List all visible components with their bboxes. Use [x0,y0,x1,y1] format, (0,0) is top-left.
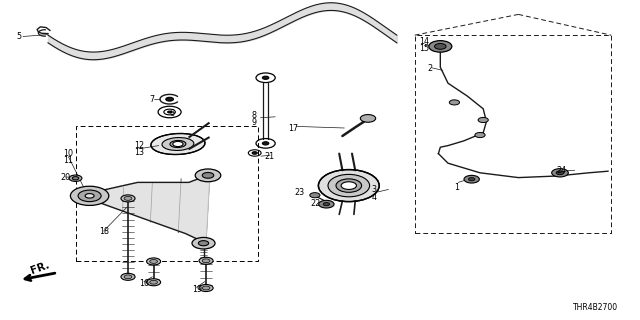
Circle shape [202,172,214,178]
Text: 5: 5 [16,32,21,41]
Circle shape [150,280,157,284]
Circle shape [70,186,109,205]
Circle shape [124,196,132,200]
Circle shape [121,195,135,202]
Text: 21: 21 [264,152,275,161]
Text: 18: 18 [99,228,109,236]
Circle shape [429,41,452,52]
Circle shape [198,241,209,246]
Circle shape [202,286,210,290]
Circle shape [199,284,213,292]
Ellipse shape [319,170,379,202]
Bar [76,126,258,261]
Ellipse shape [151,133,205,155]
Text: 16: 16 [140,279,150,288]
Circle shape [468,178,475,181]
Text: 19: 19 [192,285,202,294]
Ellipse shape [162,138,194,150]
Circle shape [147,279,161,286]
Ellipse shape [170,140,186,148]
Circle shape [435,44,446,49]
Text: 8: 8 [252,111,257,120]
Text: 11: 11 [63,156,73,165]
Circle shape [69,175,82,181]
Circle shape [475,132,485,138]
Circle shape [124,275,132,279]
Circle shape [323,203,330,206]
Text: 6: 6 [170,109,175,118]
Text: 12: 12 [134,141,145,150]
Text: 9: 9 [252,118,257,127]
Circle shape [449,100,460,105]
Circle shape [360,115,376,122]
Text: 14: 14 [419,37,429,46]
Circle shape [147,258,161,265]
Text: 22: 22 [310,199,321,208]
Circle shape [150,260,157,263]
Text: FR.: FR. [29,260,51,276]
Circle shape [556,171,564,175]
Text: 15: 15 [419,44,429,53]
Text: 1: 1 [454,183,460,192]
Circle shape [166,97,173,101]
Circle shape [78,190,101,202]
Circle shape [202,259,210,263]
Circle shape [195,169,221,182]
Text: 13: 13 [134,148,145,157]
Circle shape [319,200,334,208]
Circle shape [192,237,215,249]
Text: 23: 23 [294,188,305,197]
Circle shape [478,117,488,123]
Circle shape [173,141,183,147]
Circle shape [199,257,213,264]
Text: 3: 3 [371,185,376,194]
Circle shape [552,169,568,177]
Text: THR4B2700: THR4B2700 [572,303,618,312]
Text: 7: 7 [149,95,154,104]
Text: 24: 24 [557,166,567,175]
Circle shape [121,273,135,280]
Circle shape [262,142,269,145]
Text: 10: 10 [63,149,73,158]
Circle shape [168,111,172,113]
Text: 2: 2 [428,64,433,73]
Text: 4: 4 [371,193,376,202]
Circle shape [310,193,320,198]
Circle shape [72,177,79,180]
Ellipse shape [328,174,370,197]
Circle shape [341,182,356,189]
Circle shape [262,76,269,79]
Circle shape [252,152,257,154]
Circle shape [85,194,94,198]
Ellipse shape [336,179,362,192]
Polygon shape [95,174,210,243]
Text: 20: 20 [61,173,71,182]
Circle shape [464,175,479,183]
Text: 17: 17 [288,124,298,132]
